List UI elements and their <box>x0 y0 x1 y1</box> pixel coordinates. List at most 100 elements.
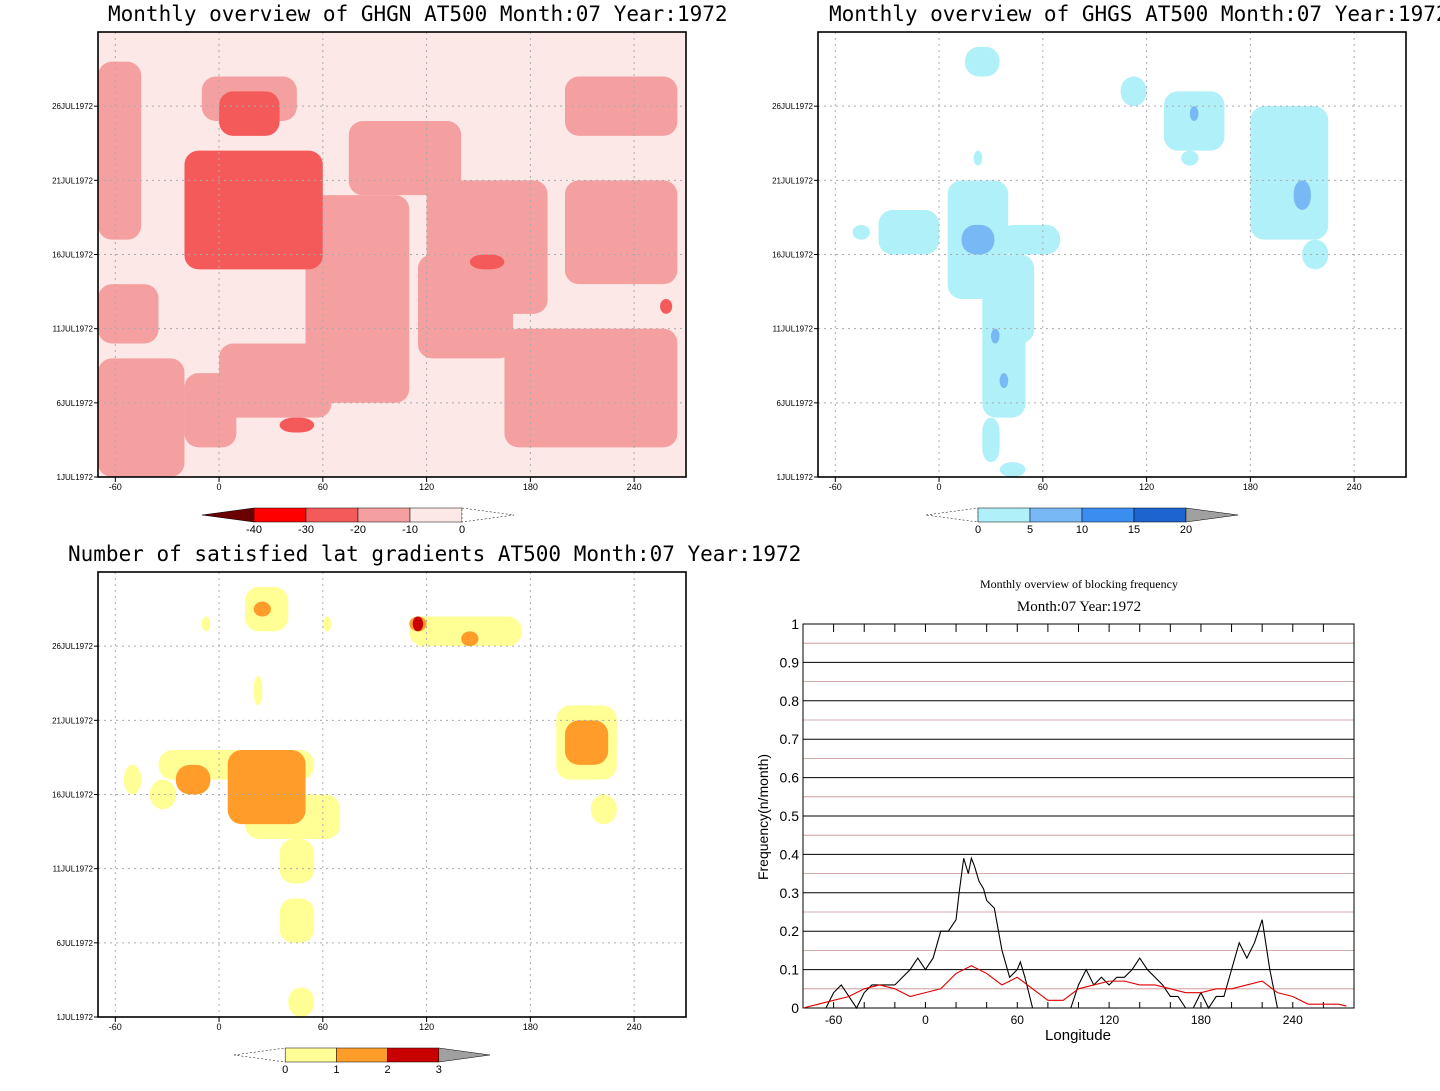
colorbar-swatch <box>1029 507 1083 523</box>
contour-region <box>98 61 142 240</box>
x-tick-label: 240 <box>1347 482 1362 492</box>
x-tick-label: -60 <box>109 1022 122 1032</box>
contour-region <box>1181 150 1199 166</box>
y-tick-label: 26JUL1972 <box>52 642 93 651</box>
ghgn-map: -60 0 60 120 180 240 1JUL1972 6JUL1972 11JUL1972… <box>52 31 687 536</box>
y-tick-label: 1JUL1972 <box>57 473 94 482</box>
contour-region <box>253 601 271 617</box>
y-tick-label: 0.7 <box>780 731 800 747</box>
contour-region <box>878 210 940 255</box>
x-tick-label: 0 <box>922 1013 929 1027</box>
colorbar-label: -10 <box>402 524 418 536</box>
x-tick-label: 240 <box>627 1022 642 1032</box>
series-line-0 <box>803 856 1354 1010</box>
colorbar-swatch <box>387 1047 440 1063</box>
y-axis-label: Frequency(n/month) <box>755 754 771 880</box>
blocking-panel: Monthly overview of blocking frequency M… <box>720 545 1440 1091</box>
blocking-title: Monthly overview of blocking frequency <box>980 577 1178 591</box>
contour-region <box>1250 106 1329 240</box>
colorbar-swatch <box>1081 507 1135 523</box>
colorbar-arrow <box>438 1047 491 1063</box>
contour-region <box>175 764 211 795</box>
contour-region <box>98 358 185 477</box>
x-tick-label: 120 <box>419 1022 434 1032</box>
contour-region <box>852 224 870 240</box>
blocking-chart: Monthly overview of blocking frequency M… <box>755 577 1355 1044</box>
contour-region <box>426 180 548 314</box>
ghgn-title: Monthly overview of GHGN AT500 Month:07 … <box>108 2 728 26</box>
contour-region <box>149 779 176 810</box>
contour-region <box>1302 239 1329 270</box>
contour-region <box>961 224 995 255</box>
y-tick-label: 0.9 <box>780 654 800 670</box>
x-axis-label: Longitude <box>1045 1027 1111 1044</box>
colorbar-label: 3 <box>436 1064 442 1076</box>
contour-region <box>1293 180 1311 210</box>
y-tick-label: 6JUL1972 <box>57 939 94 948</box>
map-frame <box>97 571 687 1018</box>
contour-region <box>564 180 678 285</box>
y-tick-label: 0.2 <box>780 923 800 939</box>
x-tick-label: 60 <box>318 1022 328 1032</box>
colorbar-arrow <box>925 507 979 523</box>
colorbar: -40 -30 -20 -10 0 <box>201 507 515 536</box>
colorbar-swatch <box>284 1047 337 1063</box>
x-tick-label: 240 <box>1283 1013 1303 1027</box>
y-tick-label: 21JUL1972 <box>52 176 93 185</box>
colorbar-label: 2 <box>385 1064 391 1076</box>
colorbar-swatch <box>253 507 307 523</box>
x-tick-label: 180 <box>523 1022 538 1032</box>
x-tick-label: 60 <box>1038 482 1048 492</box>
contour-region <box>279 839 315 884</box>
contour-region <box>201 616 211 632</box>
contour-region <box>279 898 315 943</box>
x-tick-label: 180 <box>523 482 538 492</box>
x-tick-label: 0 <box>217 482 222 492</box>
x-tick-label: 120 <box>419 482 434 492</box>
contour-region <box>184 150 323 270</box>
x-tick-label: 120 <box>1139 482 1154 492</box>
y-tick-label: 16JUL1972 <box>52 251 93 260</box>
colorbar-label: 1 <box>333 1064 339 1076</box>
ghgs-panel: Monthly overview of GHGS AT500 Month:07 … <box>720 0 1440 545</box>
colorbar-arrow <box>1185 507 1239 523</box>
ghgs-title: Monthly overview of GHGS AT500 Month:07 … <box>829 2 1440 26</box>
contour-region <box>348 121 462 196</box>
colorbar: 0 1 2 3 <box>233 1047 491 1076</box>
x-tick-label: 60 <box>318 482 328 492</box>
contour-region <box>999 373 1009 388</box>
contour-region <box>219 91 280 136</box>
y-tick-label: 0.8 <box>780 693 800 709</box>
colorbar: 0 5 10 15 20 <box>925 507 1239 536</box>
contour-region <box>1120 76 1147 107</box>
contour-region <box>990 328 1000 344</box>
contour-region <box>965 46 1000 77</box>
colorbar-label: -40 <box>246 524 262 536</box>
x-tick-label: 60 <box>1011 1013 1025 1027</box>
colorbar-label: 0 <box>282 1064 288 1076</box>
contour-layer <box>123 586 617 1017</box>
contour-region <box>288 987 315 1017</box>
colorbar-arrow <box>233 1047 286 1063</box>
contour-region <box>999 462 1026 477</box>
y-tick-label: 16JUL1972 <box>52 791 93 800</box>
contour-layer <box>852 46 1329 477</box>
y-tick-label: 0.4 <box>780 846 800 862</box>
colorbar-swatch <box>336 1047 388 1063</box>
contour-region <box>279 417 315 433</box>
contour-region <box>409 616 522 647</box>
y-tick-label: 11JUL1972 <box>53 865 94 874</box>
colorbar-label: -30 <box>298 524 314 536</box>
y-tick-label: 11JUL1972 <box>773 325 814 334</box>
colorbar-arrow <box>461 507 515 523</box>
contour-region <box>590 794 617 825</box>
gradients-title: Number of satisfied lat gradients AT500 … <box>68 542 802 566</box>
x-tick-label: -60 <box>829 482 842 492</box>
contour-region <box>1163 91 1225 151</box>
x-tick-label: -60 <box>825 1013 843 1027</box>
map-frame <box>97 31 687 478</box>
contour-region <box>219 343 332 418</box>
y-tick-label: 21JUL1972 <box>52 716 93 725</box>
colorbar-swatch <box>409 507 463 523</box>
ghgn-panel: Monthly overview of GHGN AT500 Month:07 … <box>0 0 727 545</box>
